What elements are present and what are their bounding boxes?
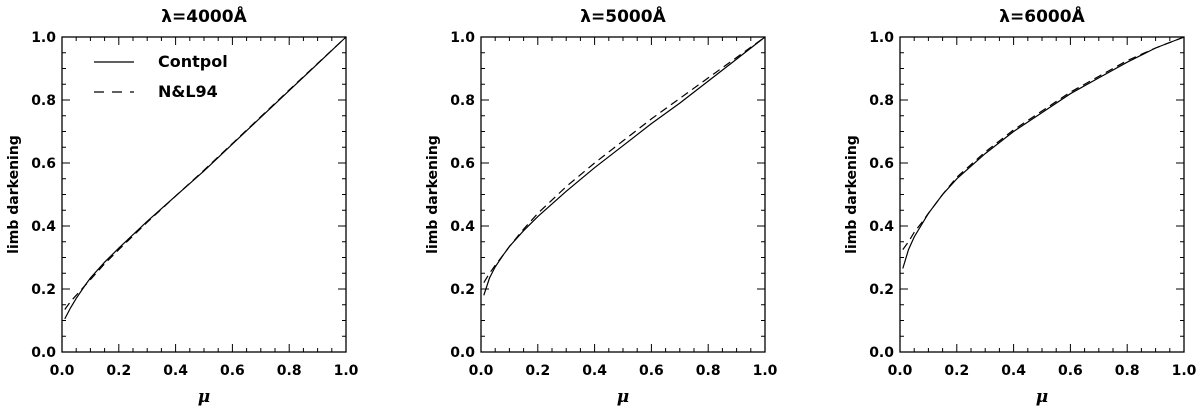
panel-2-x-axis-label: μ [617,387,629,407]
panel-1-y-tick-label: 0.4 [31,219,56,235]
panel-2-plot-frame [480,36,766,353]
panel-1-series-contpol-line [64,36,347,320]
panel-2-y-tick-label: 0.2 [450,282,475,298]
panel-3-x-tick-label: 1.0 [1172,363,1197,379]
panel-3-x-tick-label: 0.2 [944,363,969,379]
panel-3-x-tick-label: 0.6 [1058,363,1083,379]
panel-2-y-tick-label: 0.4 [450,219,475,235]
panel-1-y-tick-label: 0.2 [31,282,56,298]
panel-3-series-n-l94-line [902,36,1185,250]
panel-1-title: λ=4000Å [161,4,247,27]
panel-3-x-tick-label: 0.4 [1001,363,1026,379]
panel-1-legend-label: Contpol [158,52,228,71]
panel-2-x-tick-label: 0.8 [696,363,721,379]
panel-1-x-tick-label: 0.8 [277,363,302,379]
panel-3-x-tick-label: 0.0 [888,363,913,379]
panel-3-title: λ=6000Å [999,4,1085,27]
panel-1-y-axis-label: limb darkening [6,135,22,254]
panel-3-y-tick-label: 1.0 [869,30,894,46]
panel-2-y-axis-label: limb darkening [425,135,441,254]
panel-2-y-tick-label: 0.6 [450,156,475,172]
panel-1-y-tick-label: 0.6 [31,156,56,172]
panel-2-title: λ=5000Å [580,4,666,27]
panel-1-y-tick-label: 0.0 [31,345,56,361]
panel-3-x-tick-label: 0.8 [1115,363,1140,379]
panel-1-x-tick-label: 0.4 [163,363,188,379]
panel-2-x-tick-label: 0.0 [469,363,494,379]
panel-2-series-n-l94-line [483,36,766,284]
panel-3-x-axis-label: μ [1036,387,1048,407]
panel-3-y-tick-label: 0.4 [869,219,894,235]
panel-2-y-tick-label: 1.0 [450,30,475,46]
panel-1-x-tick-label: 0.2 [106,363,131,379]
panel-3-y-tick-label: 0.2 [869,282,894,298]
panel-2-x-tick-label: 1.0 [753,363,778,379]
panel-2-x-tick-label: 0.2 [525,363,550,379]
panel-1-legend-label: N&L94 [158,82,218,101]
panel-1-y-tick-label: 1.0 [31,30,56,46]
panel-2-x-tick-label: 0.6 [639,363,664,379]
panel-2-y-tick-label: 0.0 [450,345,475,361]
panel-1-x-tick-label: 1.0 [334,363,359,379]
panel-3-y-tick-label: 0.8 [869,93,894,109]
panel-3-y-tick-label: 0.0 [869,345,894,361]
panel-1-y-tick-label: 0.8 [31,93,56,109]
panel-1-x-axis-label: μ [198,387,210,407]
panel-2-y-tick-label: 0.8 [450,93,475,109]
panel-3-y-axis-label: limb darkening [844,135,860,254]
panel-3-y-tick-label: 0.6 [869,156,894,172]
panel-3-series-contpol-line [902,36,1185,269]
panel-2-series-contpol-line [483,36,766,296]
panel-2-x-tick-label: 0.4 [582,363,607,379]
panel-1-x-tick-label: 0.6 [220,363,245,379]
panel-1-series-n-l94-line [64,36,347,310]
panel-1-x-tick-label: 0.0 [50,363,75,379]
